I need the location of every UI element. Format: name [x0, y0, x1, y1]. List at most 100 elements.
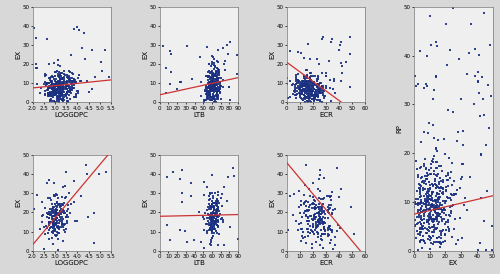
Point: [322, 84, 330, 89]
Point: [320, 93, 328, 98]
Point: [214, 88, 222, 92]
Point: [308, 92, 316, 96]
Point: [206, 87, 214, 92]
Point: [210, 206, 218, 210]
Point: [295, 79, 303, 83]
Point: [417, 238, 425, 242]
Point: [426, 211, 434, 215]
Point: [51, 89, 59, 93]
Point: [444, 225, 452, 229]
Point: [314, 92, 322, 97]
Point: [166, 52, 174, 56]
Point: [297, 239, 305, 243]
Point: [316, 217, 324, 221]
Point: [49, 226, 57, 230]
Point: [417, 207, 425, 212]
Point: [208, 79, 216, 84]
Point: [322, 229, 330, 233]
Point: [293, 81, 301, 85]
Point: [430, 216, 438, 221]
Point: [50, 91, 58, 96]
Point: [56, 92, 64, 96]
Point: [207, 212, 215, 216]
Point: [326, 210, 334, 215]
Point: [342, 59, 349, 64]
Point: [213, 210, 221, 215]
Point: [216, 212, 224, 216]
Point: [52, 97, 60, 101]
Point: [56, 96, 64, 101]
Point: [214, 205, 222, 209]
Point: [433, 202, 441, 207]
Point: [211, 190, 219, 195]
Point: [206, 93, 214, 97]
Point: [427, 241, 435, 245]
Point: [429, 183, 437, 188]
Point: [200, 228, 208, 233]
Point: [432, 206, 440, 211]
Point: [212, 95, 220, 99]
Point: [38, 220, 46, 224]
Point: [316, 91, 324, 96]
Point: [413, 166, 421, 171]
Point: [446, 214, 454, 218]
Point: [470, 74, 478, 78]
Point: [57, 74, 65, 78]
Point: [211, 65, 219, 69]
Point: [218, 45, 226, 50]
Point: [187, 193, 195, 198]
Point: [424, 195, 432, 199]
Point: [434, 137, 442, 142]
Point: [68, 82, 76, 87]
Point: [213, 209, 221, 213]
Point: [446, 195, 454, 200]
Point: [423, 194, 431, 199]
Point: [428, 192, 436, 196]
Point: [304, 226, 312, 231]
Point: [210, 219, 218, 224]
Point: [52, 90, 60, 95]
Point: [420, 181, 428, 185]
Point: [48, 225, 56, 230]
Point: [54, 85, 62, 89]
Point: [45, 216, 53, 220]
Point: [440, 205, 448, 210]
Point: [410, 222, 418, 227]
Point: [44, 81, 52, 85]
Point: [318, 86, 326, 90]
Point: [74, 72, 82, 77]
Point: [305, 205, 313, 209]
Point: [448, 192, 456, 196]
Point: [49, 221, 57, 225]
Point: [52, 212, 60, 216]
Point: [206, 191, 214, 195]
Point: [311, 97, 319, 101]
Point: [302, 68, 310, 72]
Point: [210, 80, 218, 85]
Point: [416, 202, 424, 206]
Point: [200, 100, 208, 104]
Point: [318, 84, 326, 88]
Point: [428, 198, 436, 202]
Point: [206, 93, 214, 97]
Point: [53, 79, 61, 84]
Point: [210, 204, 218, 208]
Point: [310, 82, 318, 87]
Point: [412, 202, 420, 207]
Point: [56, 205, 64, 209]
Point: [56, 87, 64, 91]
Point: [56, 225, 64, 230]
X-axis label: LOGGDPC: LOGGDPC: [55, 260, 88, 266]
Point: [30, 207, 38, 211]
Point: [304, 87, 312, 91]
Point: [63, 84, 71, 88]
Point: [65, 78, 73, 82]
Point: [316, 209, 324, 213]
Point: [297, 198, 305, 203]
Point: [311, 207, 319, 212]
Point: [60, 98, 68, 103]
Point: [52, 81, 60, 85]
Point: [309, 181, 317, 185]
Point: [64, 89, 72, 93]
Point: [210, 83, 218, 87]
